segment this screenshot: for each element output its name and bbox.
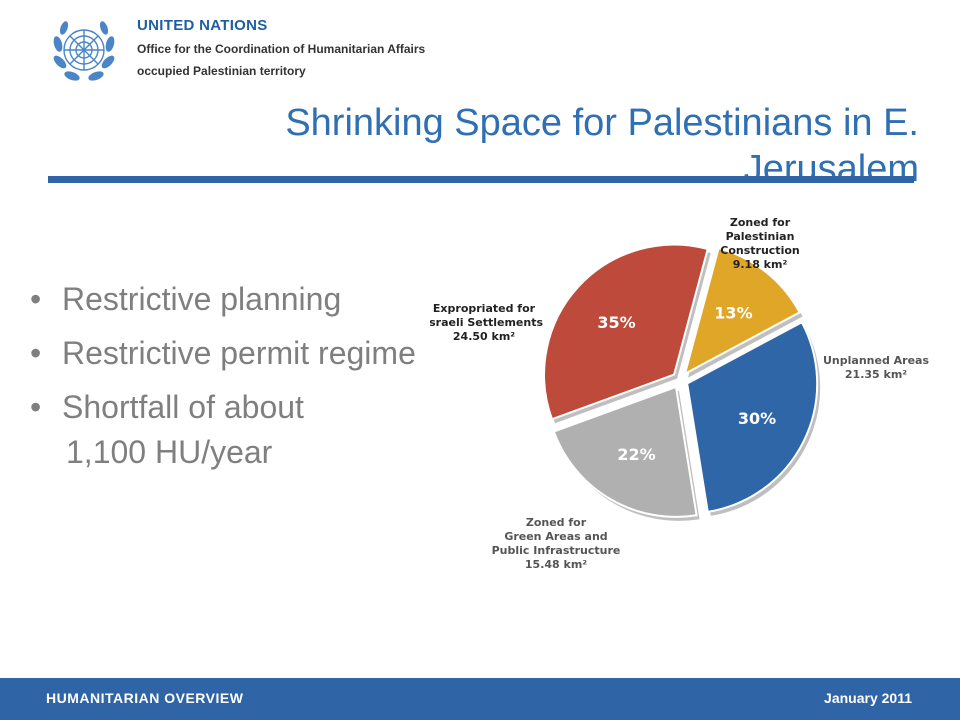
bullet-dot: • <box>30 335 42 371</box>
bullet-item: • Shortfall of about <box>30 380 416 434</box>
bullet-continuation: 1,100 HU/year <box>66 434 273 470</box>
un-emblem-icon <box>53 21 115 81</box>
pie-slice <box>683 246 801 376</box>
slice-percent-label: 30% <box>738 409 776 428</box>
bullet-text: Shortfall of about <box>62 389 304 425</box>
bullet-item: • Restrictive planning <box>30 272 416 326</box>
bullet-dot: • <box>30 281 42 317</box>
territory-name: occupied Palestinian territory <box>137 64 306 78</box>
org-name: UNITED NATIONS <box>137 17 268 34</box>
pie-slice <box>552 385 698 518</box>
slice-category-label: Zoned for Palestinian Construction 9.18 km² <box>720 216 799 271</box>
bullet-dot: • <box>30 389 42 425</box>
slice-category-label: Expropriated for Israeli Settlements 24.50… <box>430 302 543 343</box>
slice-percent-label: 13% <box>714 304 752 323</box>
slide-header: UNITED NATIONS Office for the Coordinati… <box>0 0 960 90</box>
bullet-text: Restrictive permit regime <box>62 335 416 371</box>
slice-category-label: Unplanned Areas 21.35 km² <box>823 354 929 381</box>
slice-category-label: Zoned for Green Areas and Public Infrastru… <box>492 516 621 571</box>
footer-date: January 2011 <box>824 690 912 706</box>
footer-label: HUMANITARIAN OVERVIEW <box>46 690 244 706</box>
bullet-list: • Restrictive planning • Restrictive permi… <box>30 272 416 434</box>
bullet-text: Restrictive planning <box>62 281 342 317</box>
pie-slice <box>686 320 819 514</box>
footer-bar: HUMANITARIAN OVERVIEW January 2011 <box>0 678 960 720</box>
slide-title: Shrinking Space for Palestinians in E. J… <box>285 102 919 190</box>
title-divider <box>48 176 914 183</box>
bullet-item: • Restrictive permit regime <box>30 326 416 380</box>
slice-percent-label: 35% <box>597 313 635 332</box>
office-name: Office for the Coordination of Humanitar… <box>137 42 426 56</box>
slice-percent-label: 22% <box>617 445 655 464</box>
land-use-pie-chart: 13% Zoned for Palestinian Construction 9.18 … <box>430 216 929 571</box>
pie-slice <box>543 243 709 421</box>
